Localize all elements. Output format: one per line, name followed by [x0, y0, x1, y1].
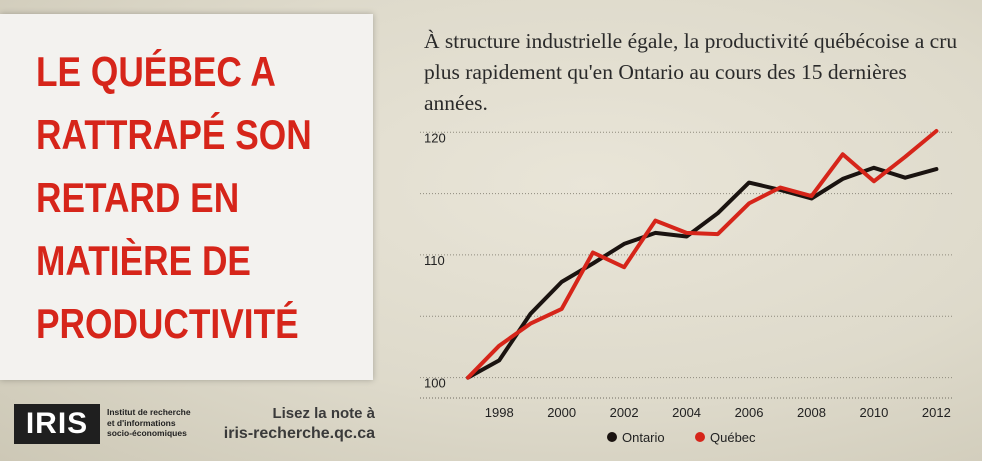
legend-label-ontario: Ontario: [622, 430, 665, 445]
chart-lines: [466, 129, 939, 380]
x-tick-2008: 2008: [797, 405, 826, 420]
institute-line-1: Institut de recherche: [107, 407, 191, 417]
x-tick-2010: 2010: [859, 405, 888, 420]
institute-name: Institut de recherche et d'informations …: [107, 407, 217, 439]
chart-legend: Ontario Québec: [607, 430, 756, 445]
x-tick-2006: 2006: [735, 405, 764, 420]
series-line-ontario: [466, 165, 939, 380]
note-line-1: Lisez la note à: [272, 405, 375, 422]
note-url-link[interactable]: iris-recherche.qc.ca: [223, 425, 375, 442]
legend-dot-quebec: [695, 432, 705, 442]
y-tick-120: 120: [424, 130, 446, 145]
x-tick-2000: 2000: [547, 405, 576, 420]
legend-dot-ontario: [607, 432, 617, 442]
y-axis-ticks: 100 110 120: [424, 130, 446, 390]
legend-label-quebec: Québec: [710, 430, 756, 445]
iris-logo[interactable]: IRIS: [14, 404, 100, 444]
x-tick-2012: 2012: [922, 405, 951, 420]
x-tick-2002: 2002: [610, 405, 639, 420]
institute-line-2: et d'informations: [107, 417, 176, 428]
x-tick-2004: 2004: [672, 405, 701, 420]
y-tick-110: 110: [424, 253, 445, 268]
chart-title: À structure industrielle égale, la produ…: [424, 29, 958, 115]
institute-line-3: socio-économiques: [107, 428, 187, 438]
headline: LE QUÉBEC A RATTRAPÉ SON RETARD EN MATIÈ…: [36, 48, 312, 347]
x-tick-1998: 1998: [485, 405, 514, 420]
headline-card: LE QUÉBEC A RATTRAPÉ SON RETARD EN MATIÈ…: [0, 14, 373, 380]
y-tick-100: 100: [424, 376, 446, 391]
read-note: Lisez la note à iris-recherche.qc.ca: [220, 404, 375, 445]
x-axis-ticks: 1998 2000 2002 2004 2006 2008 2010 2012: [485, 405, 951, 420]
series-line-quebec: [466, 129, 939, 380]
